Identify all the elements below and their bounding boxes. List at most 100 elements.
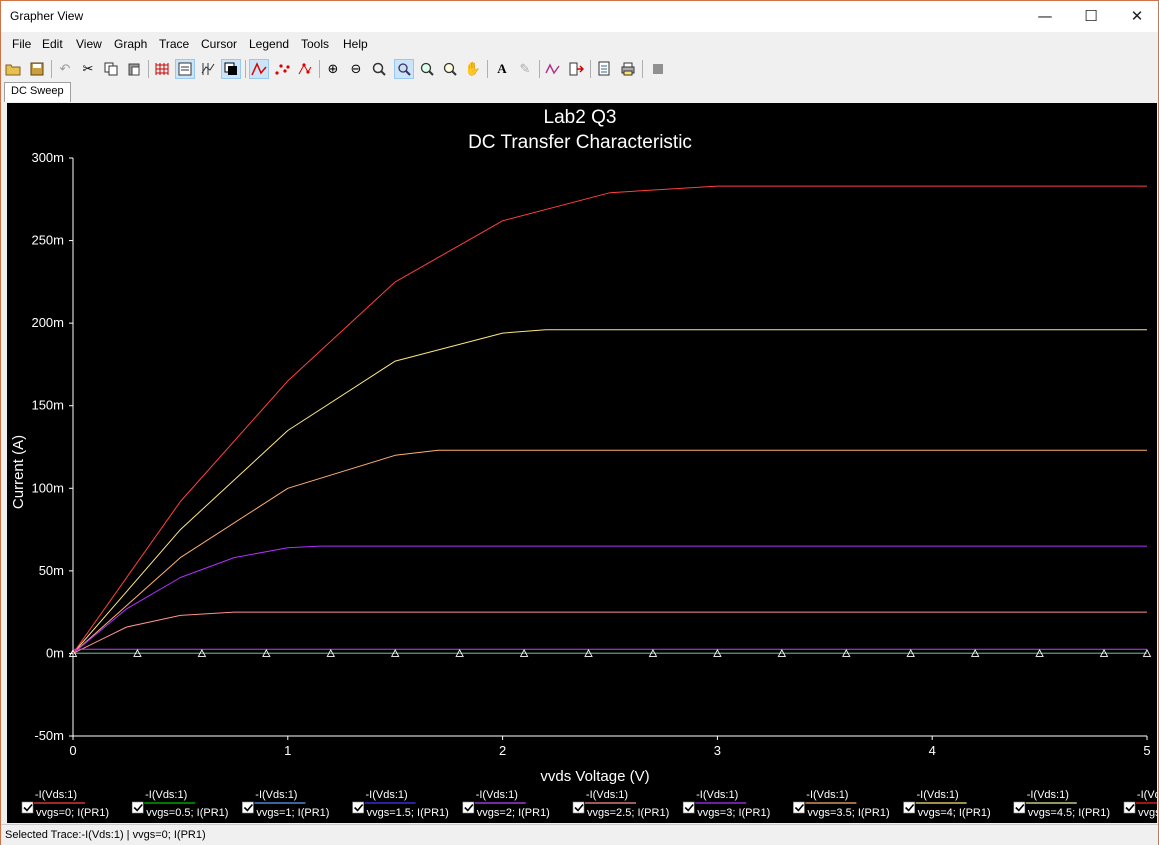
menu-bar: File Edit View Graph Trace Cursor Legend… [1,33,1158,55]
dc-transfer-chart[interactable]: Lab2 Q3 DC Transfer Characteristic 0 1 2 3 4… [1,103,1159,823]
zoom-in-icon[interactable]: ⊕ [327,61,339,77]
legend-checkbox[interactable] [572,801,585,814]
y-tick-label: 250m [31,233,64,248]
legend-label: -I(Vds:1) [806,789,848,801]
menu-help[interactable]: Help [343,37,368,51]
tab-strip: DC Sweep [1,81,1158,103]
legend-checkbox[interactable] [793,801,805,814]
page-setup-icon[interactable] [595,59,615,79]
save-icon[interactable] [27,59,47,79]
minimize-button[interactable]: — [1037,7,1053,25]
legend-series-name: vvgs=5; I(PR1) [1138,807,1157,819]
menu-cursor[interactable]: Cursor [201,37,238,51]
trace-marker [1099,648,1109,657]
legend-checkbox[interactable] [1013,801,1026,814]
undo-icon[interactable]: ↶ [59,61,71,77]
checkmark-icon [1015,803,1025,812]
legend-checkbox[interactable] [21,801,34,814]
maximize-button[interactable]: ☐ [1084,7,1098,25]
menu-view[interactable]: View [76,37,102,51]
legend-label: -I(Vds:1) [366,789,408,801]
legend-checkbox[interactable] [352,801,364,814]
checkmark-icon [23,803,33,812]
trace-marker [777,648,787,657]
trace-line-6 [72,545,1147,654]
cut-icon[interactable]: ✂ [82,61,94,77]
legend-label: -I(Vds:1) [1137,789,1157,801]
zoom-out-icon[interactable]: ⊖ [350,61,362,77]
legend-checkbox[interactable] [903,801,915,814]
checkmark-icon [905,803,915,812]
legend-label: -I(Vds:1) [476,789,518,801]
trace-marker [584,648,593,657]
legend-series-name: vvgs=1.5; I(PR1) [367,807,449,819]
legend-icon[interactable] [175,59,195,79]
legend-checkbox[interactable] [462,801,475,814]
point-trace-icon[interactable] [272,59,292,79]
line-point-trace-icon[interactable] [295,59,315,79]
print-icon[interactable] [618,59,638,79]
checkmark-icon [1125,803,1135,812]
checkmark-icon [243,803,254,812]
trace-marker [1035,648,1044,657]
grid-icon[interactable] [152,59,172,79]
legend-label: -I(Vds:1) [35,789,77,801]
trace-properties-icon[interactable] [543,59,563,79]
zoom-full-icon[interactable] [369,59,389,79]
trace-line-7 [72,449,1147,654]
checkmark-icon [574,803,584,812]
menu-trace[interactable]: Trace [159,37,190,51]
legend-series-name: vvgs=4; I(PR1) [918,807,991,819]
zoom-y-icon[interactable] [440,59,460,79]
trace-line-5 [72,611,1147,654]
y-tick-label: -50m [34,728,64,743]
x-tick-label: 5 [1143,743,1150,758]
menu-file[interactable]: File [12,37,32,51]
legend-checkbox[interactable] [682,801,695,814]
cursor-icon[interactable] [198,59,218,79]
menu-edit[interactable]: Edit [42,37,63,51]
legend-checkbox[interactable] [131,801,144,814]
text-annotation-icon[interactable]: A [497,61,507,76]
x-tick-label: 1 [284,743,291,758]
trace-marker [1142,648,1152,657]
trace-marker [906,648,915,657]
trace-line-8 [72,329,1147,654]
chart-title: Lab2 Q3 [544,107,617,128]
y-axis-label: Current (A) [10,435,27,509]
legend-series-name: vvgs=3.5; I(PR1) [807,807,889,819]
label-icon[interactable]: ✎ [519,61,531,77]
trace-marker [133,648,142,657]
paste-icon[interactable] [124,59,144,79]
y-tick-label: 150m [31,398,64,413]
legend-series-name: vvgs=2; I(PR1) [477,807,550,819]
pan-icon[interactable]: ✋ [464,61,482,77]
legend-checkbox[interactable] [242,801,254,814]
export-icon[interactable] [566,59,586,79]
menu-tools[interactable]: Tools [301,37,330,51]
y-tick-label: 100m [31,480,64,495]
menu-graph[interactable]: Graph [114,37,148,51]
stop-icon[interactable] [648,59,668,79]
zoom-x-icon[interactable] [417,59,437,79]
line-trace-icon[interactable] [249,59,269,79]
chart-traces [68,185,1152,657]
legend-label: -I(Vds:1) [255,789,297,801]
legend-checkbox[interactable] [1123,801,1136,814]
legend-series-name: vvgs=1; I(PR1) [256,807,329,819]
close-button[interactable]: ✕ [1130,7,1144,25]
zoom-area-icon[interactable] [394,59,414,79]
plot-area[interactable]: Lab2 Q3 DC Transfer Characteristic 0 1 2 3 4… [1,103,1159,823]
menu-legend[interactable]: Legend [249,37,290,51]
trace-line-0 [72,185,1147,654]
tab-dc-sweep[interactable]: DC Sweep [4,82,71,102]
copy-icon[interactable] [101,59,121,79]
overlay-icon[interactable] [221,59,241,79]
trace-marker [390,648,400,657]
x-tick-label: 2 [499,743,506,758]
open-icon[interactable] [3,59,23,79]
legend-label: -I(Vds:1) [586,789,628,801]
trace-marker [713,648,722,657]
legend-series-name: vvgs=4.5; I(PR1) [1028,807,1110,819]
